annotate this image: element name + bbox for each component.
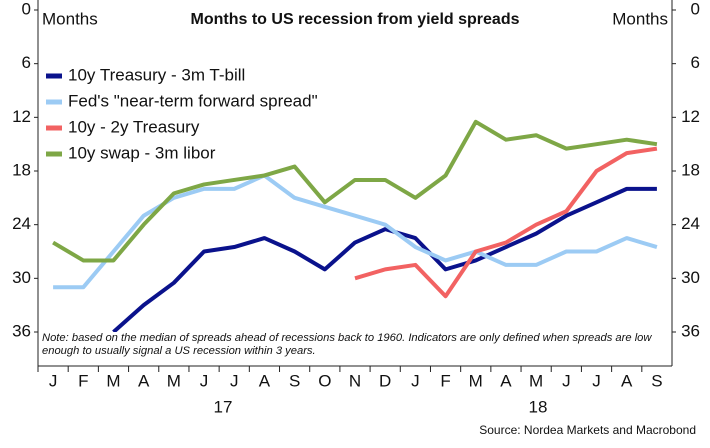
y2-tick-label: 0 [691,0,700,18]
year-label: 18 [529,397,548,416]
y2-tick-label: 30 [681,268,700,287]
x-tick-label: S [289,371,300,390]
series-line [53,173,658,290]
x-tick-label: A [500,371,512,390]
y-tick-label: 0 [22,0,31,18]
y-tick-label: 18 [12,160,31,179]
y-tick-label: 6 [22,53,31,72]
x-tick-label: F [440,371,450,390]
x-tick-label: J [562,371,571,390]
x-tick-label: A [138,371,150,390]
chart-title: Months to US recession from yield spread… [191,11,520,28]
legend-label: Fed's "near-term forward spread" [68,91,318,110]
y-tick-label: 30 [12,268,31,287]
x-tick-label: J [200,371,209,390]
y-tick-label: 12 [12,107,31,126]
x-tick-label: J [230,371,239,390]
y-axis-label: Months [42,9,98,28]
y2-axis-label: Months [612,9,668,28]
legend-label: 10y Treasury - 3m T-bill [68,65,245,84]
legend-label: 10y swap - 3m libor [68,143,216,162]
x-tick-label: O [318,371,331,390]
x-tick-label: N [349,371,361,390]
x-tick-label: S [651,371,662,390]
x-tick-label: J [592,371,601,390]
x-tick-label: M [529,371,543,390]
x-tick-label: D [379,371,391,390]
y2-tick-label: 6 [691,53,700,72]
year-label: 17 [214,397,233,416]
y2-tick-label: 18 [681,160,700,179]
y2-tick-label: 24 [681,214,700,233]
series-line [52,119,658,263]
x-tick-label: A [259,371,271,390]
y-tick-label: 24 [12,214,31,233]
series-line [354,146,658,299]
x-tick-label: J [411,371,420,390]
x-tick-label: M [167,371,181,390]
x-tick-label: A [621,371,633,390]
series-line [112,186,657,334]
x-tick-label: F [78,371,88,390]
y2-tick-label: 36 [681,321,700,340]
x-tick-label: J [49,371,58,390]
legend-label: 10y - 2y Treasury [68,117,200,136]
x-tick-label: M [469,371,483,390]
y2-tick-label: 12 [681,107,700,126]
y-tick-label: 36 [12,321,31,340]
note: Note: based on the median of spreads ahe… [42,332,670,358]
x-tick-label: M [106,371,120,390]
source: Source: Nordea Markets and Macrobond [479,423,696,437]
